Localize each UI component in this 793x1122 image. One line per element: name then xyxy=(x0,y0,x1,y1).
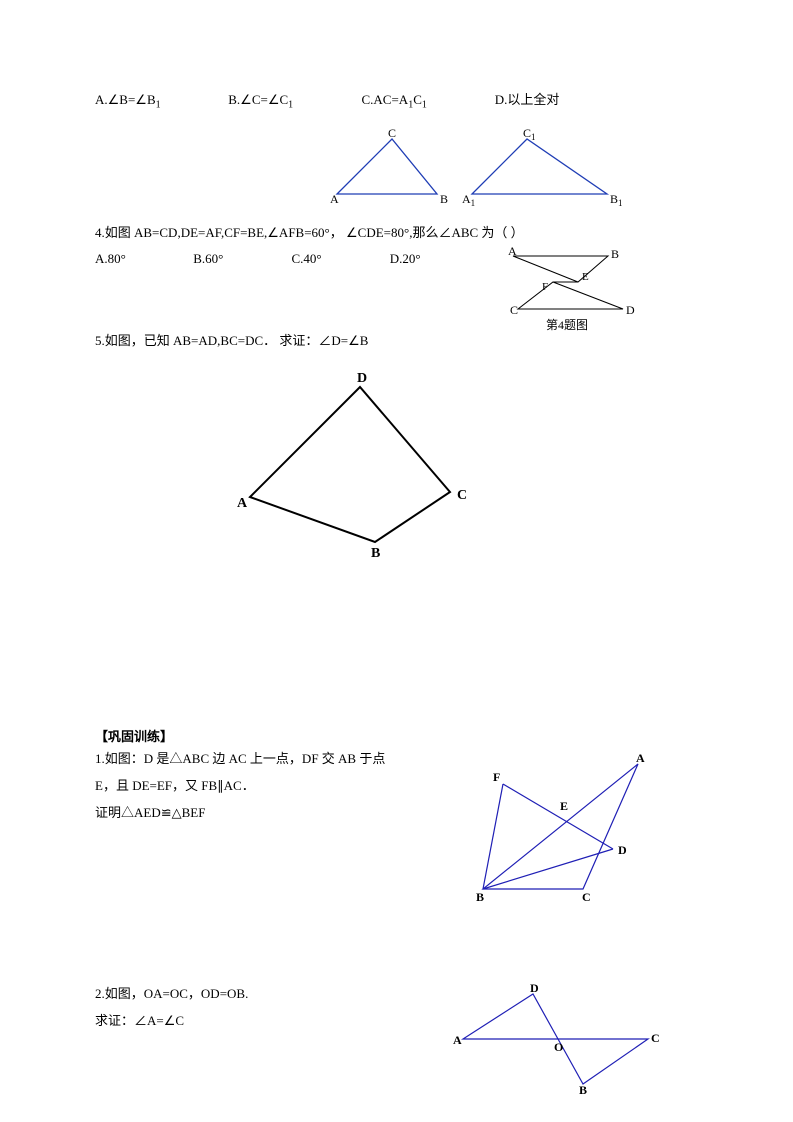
p1-figure: A B C D E F xyxy=(415,749,698,909)
p1-label-b: B xyxy=(476,890,484,904)
section-title: 【巩固训练】 xyxy=(95,726,698,745)
p2-label-a: A xyxy=(453,1033,462,1047)
q4-tri2 xyxy=(518,282,623,309)
p1-line3: 证明△AED≌△BEF xyxy=(95,803,415,824)
q5-figure: A B C D xyxy=(225,367,698,561)
q4-opt-b: B.60° xyxy=(193,249,288,270)
q3-opt-b-text: B.∠C=∠C xyxy=(228,90,288,111)
q3-opt-c: C.AC=A1C1 xyxy=(362,90,492,114)
p2-svg: A C D B O xyxy=(448,984,668,1094)
p2-line1: 2.如图，OA=OC，OD=OB. xyxy=(95,984,415,1005)
p2-label-c: C xyxy=(651,1031,660,1045)
p1-line-bd xyxy=(483,849,613,889)
q5-svg: A B C D xyxy=(225,367,505,557)
q4-figure: A B C D E F 第4题图 xyxy=(498,244,648,338)
p1-label-e: E xyxy=(560,799,568,813)
q4-opt-c: C.40° xyxy=(292,249,387,270)
q5-quad xyxy=(250,387,450,542)
p2-tri-cob xyxy=(558,1039,648,1084)
q4-opt-a: A.80° xyxy=(95,249,190,270)
triangle-a1b1c1 xyxy=(472,139,607,194)
p2-block: 2.如图，OA=OC，OD=OB. 求证：∠A=∠C A C D B O xyxy=(95,984,698,1094)
q3-label-b1: B1 xyxy=(610,192,623,208)
q3-options: A.∠B=∠B1 B.∠C=∠C1 C.AC=A1C1 D.以上全对 xyxy=(95,90,698,114)
q5-label-b: B xyxy=(371,546,380,557)
q4-label-e: E xyxy=(582,271,589,283)
p2-figure: A C D B O xyxy=(415,984,698,1094)
q3-svg: A B C A1 B1 C1 xyxy=(312,129,642,209)
q4-text: 4.如图 AB=CD,DE=AF,CF=BE,∠AFB=60°， ∠CDE=80… xyxy=(95,223,698,244)
q3-opt-b-sub: 1 xyxy=(288,100,293,111)
q4-label-f: F xyxy=(542,281,548,293)
q4-label-b: B xyxy=(611,247,619,261)
q4-tri1 xyxy=(513,256,608,282)
q3-opt-a: A.∠B=∠B1 xyxy=(95,90,225,114)
p1-line1: 1.如图：D 是△ABC 边 AC 上一点，DF 交 AB 于点 xyxy=(95,749,415,770)
p1-line-fd xyxy=(503,784,613,849)
q4-svg: A B C D E F 第4题图 xyxy=(498,244,648,334)
p2-label-d: D xyxy=(530,984,539,995)
p1-label-a: A xyxy=(636,751,645,765)
q4-opt-d: D.20° xyxy=(390,249,485,270)
p2-label-b: B xyxy=(579,1083,587,1094)
p1-line-bf xyxy=(483,784,503,889)
p2-label-o: O xyxy=(554,1040,563,1054)
q3-opt-a-sub: 1 xyxy=(156,100,161,111)
q5-label-d: D xyxy=(357,371,367,386)
q5-label-a: A xyxy=(237,496,248,511)
q3-label-a: A xyxy=(330,192,339,206)
p1-block: 1.如图：D 是△ABC 边 AC 上一点，DF 交 AB 于点 E，且 DE=… xyxy=(95,749,698,909)
q4-label-c: C xyxy=(510,303,518,317)
q3-opt-c-pre: C.AC=A xyxy=(362,90,409,111)
p1-label-f: F xyxy=(493,770,500,784)
q3-opt-c-mid: C xyxy=(413,90,422,111)
q4-label-a: A xyxy=(508,244,517,258)
q4-label-d: D xyxy=(626,303,635,317)
q3-label-c: C xyxy=(388,129,396,140)
q4-caption: 第4题图 xyxy=(546,318,588,332)
q3-opt-c-sub2: 1 xyxy=(422,100,427,111)
p2-line2: 求证：∠A=∠C xyxy=(95,1011,415,1032)
q3-label-b: B xyxy=(440,192,448,206)
q5-label-c: C xyxy=(457,488,467,503)
triangle-abc xyxy=(337,139,437,194)
p1-line2: E，且 DE=EF，又 FB∥AC． xyxy=(95,776,415,797)
q3-opt-d: D.以上全对 xyxy=(495,90,625,111)
p1-label-d: D xyxy=(618,843,627,857)
p1-svg: A B C D E F xyxy=(448,749,668,909)
p1-tri-abc xyxy=(483,764,638,889)
q3-figure: A B C A1 B1 C1 xyxy=(255,129,698,213)
p2-tri-aod xyxy=(463,994,558,1039)
q3-opt-a-text: A.∠B=∠B xyxy=(95,90,156,111)
q3-opt-b: B.∠C=∠C1 xyxy=(228,90,358,114)
p1-label-c: C xyxy=(582,890,591,904)
